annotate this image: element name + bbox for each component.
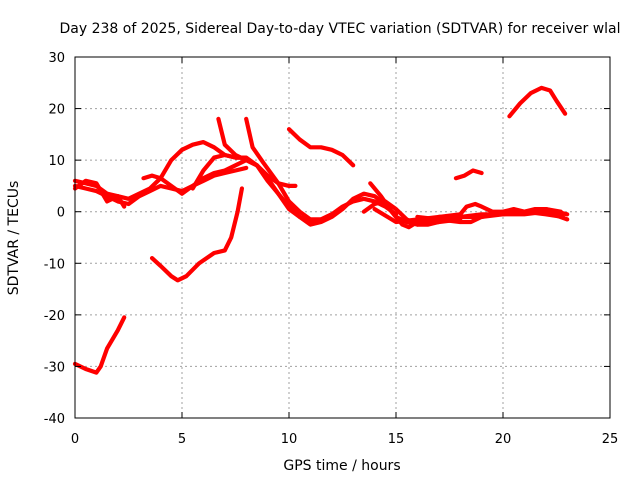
series-line-arc-16 — [507, 85, 568, 119]
y-tick-label: 10 — [48, 154, 65, 169]
series-line-arc-11 — [361, 199, 441, 227]
series-line-arc-2 — [149, 186, 244, 283]
series-line-arc-17 — [372, 207, 566, 225]
series-line-arc-14 — [436, 201, 563, 219]
axis-ticks: 0 5 10 15 20 25 -40 -30 -20 -10 0 10 20 30 — [44, 51, 619, 447]
x-tick-label: 20 — [495, 432, 512, 447]
series-line-arc-15 — [453, 168, 484, 181]
x-tick-label: 10 — [281, 432, 298, 447]
y-axis-label: SDTVAR / TECUs — [6, 181, 22, 296]
series-line-arc-5 — [72, 178, 127, 209]
y-tick-label: -20 — [44, 309, 65, 324]
chart-title: Day 238 of 2025, Sidereal Day-to-day VTE… — [59, 21, 620, 37]
series-line-arc-1 — [72, 315, 127, 375]
series-line-arc-8 — [244, 116, 399, 222]
y-tick-label: 30 — [48, 51, 65, 66]
plot-frame — [74, 56, 611, 419]
series-line-arc-9 — [286, 127, 356, 168]
data-series — [72, 85, 570, 375]
y-tick-label: 20 — [48, 103, 65, 118]
x-tick-label: 5 — [178, 432, 186, 447]
x-tick-label: 0 — [71, 432, 79, 447]
y-tick-label: -40 — [44, 412, 65, 427]
y-tick-label: -30 — [44, 360, 65, 375]
x-axis-label: GPS time / hours — [283, 458, 400, 474]
x-tick-label: 15 — [388, 432, 405, 447]
y-tick-label: 0 — [57, 206, 65, 221]
x-tick-label: 25 — [602, 432, 619, 447]
y-tick-label: -10 — [44, 257, 65, 272]
